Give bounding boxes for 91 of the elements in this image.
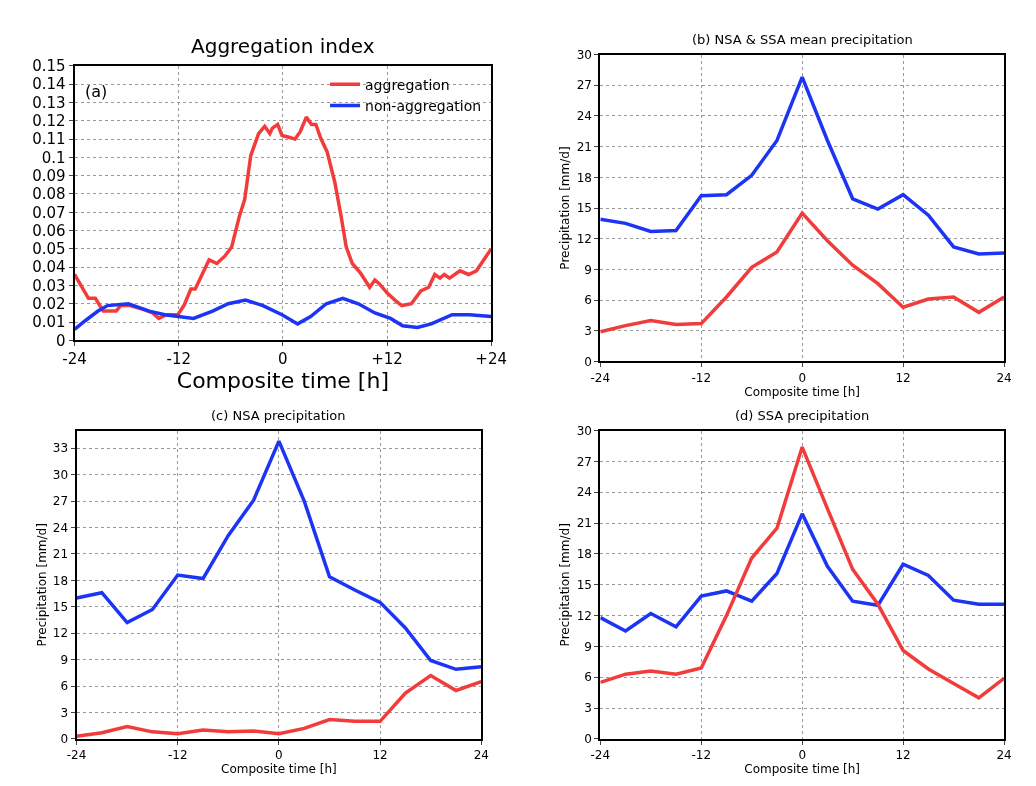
y-tick-label: 33 — [52, 441, 69, 456]
x-tick-label: 24 — [996, 370, 1012, 385]
x-tick-label: 0 — [798, 748, 807, 763]
line-series — [74, 115, 492, 321]
y-tick-label: 12 — [576, 231, 592, 246]
y-tick-label: 0.01 — [32, 313, 66, 332]
line-series — [76, 439, 482, 672]
y-tick-label: 9 — [60, 652, 69, 667]
x-tick-label: -12 — [691, 370, 712, 385]
y-tick-label: 30 — [576, 423, 592, 438]
y-tick-label: 0.14 — [32, 75, 66, 94]
legend-label: non-aggregation — [365, 97, 482, 114]
y-axis-title: Precipitation [mm/d] — [558, 146, 573, 270]
x-tick-label: -12 — [167, 748, 188, 763]
y-tick-label: 0.04 — [32, 258, 66, 277]
x-axis-title: Composite time [h] — [221, 762, 337, 777]
y-tick-label: 21 — [52, 547, 69, 562]
x-tick-label: -24 — [590, 370, 611, 385]
y-tick-label: 18 — [52, 573, 69, 588]
y-tick-label: 21 — [576, 139, 592, 154]
x-tick-label: 0 — [275, 748, 283, 763]
x-tick-label: 0 — [278, 350, 288, 369]
y-tick-label: 0.08 — [32, 185, 66, 204]
x-tick-label: 12 — [372, 748, 388, 763]
y-tick-label: 6 — [584, 293, 592, 308]
line-series — [600, 445, 1005, 700]
y-axis-title: Precipitation [mm/d] — [558, 523, 573, 647]
y-tick-label: 0 — [60, 732, 69, 747]
line-series — [600, 211, 1005, 334]
x-tick-label: 0 — [798, 370, 807, 385]
y-tick-label: 27 — [576, 78, 592, 93]
x-tick-label: +12 — [371, 350, 403, 369]
y-tick-label: 21 — [576, 516, 592, 531]
y-tick-label: 27 — [576, 454, 592, 469]
y-tick-label: 0.07 — [32, 203, 66, 222]
x-tick-label: +24 — [475, 350, 508, 369]
x-tick-label: 24 — [473, 748, 489, 763]
legend-label: aggregation — [365, 76, 450, 93]
chart-title: (c) NSA precipitation — [211, 408, 346, 423]
line-series — [600, 75, 1005, 256]
x-tick-label: -24 — [62, 350, 87, 369]
y-tick-label: 3 — [60, 705, 69, 720]
y-tick-label: 0.06 — [32, 221, 66, 240]
x-tick-label: 12 — [895, 370, 911, 385]
y-tick-label: 0 — [584, 732, 592, 747]
x-tick-label: -24 — [66, 748, 87, 763]
y-tick-label: 24 — [576, 485, 592, 500]
y-axis-title: Precipitation [mm/d] — [34, 523, 49, 647]
y-tick-label: 15 — [576, 201, 592, 216]
line-series — [74, 296, 492, 332]
y-tick-label: 24 — [576, 109, 592, 124]
y-tick-label: 0.1 — [41, 148, 66, 167]
y-tick-label: 0.15 — [32, 57, 66, 76]
y-tick-label: 30 — [52, 467, 69, 482]
line-series — [600, 512, 1005, 633]
x-tick-label: -12 — [166, 350, 191, 369]
x-tick-label: -12 — [691, 748, 712, 763]
y-tick-label: 0.13 — [32, 93, 66, 112]
annotation: (a) — [85, 82, 108, 101]
y-tick-label: 0.05 — [32, 240, 66, 259]
y-tick-label: 0 — [56, 331, 66, 350]
x-axis-title: Composite time [h] — [176, 368, 389, 394]
y-tick-label: 0.09 — [32, 166, 66, 185]
y-tick-label: 3 — [584, 323, 592, 338]
y-tick-label: 15 — [52, 599, 69, 614]
y-tick-label: 18 — [576, 170, 592, 185]
y-tick-label: 24 — [52, 520, 69, 535]
x-tick-label: -24 — [590, 748, 611, 763]
y-tick-label: 0.02 — [32, 295, 66, 314]
y-tick-label: 27 — [52, 494, 69, 509]
x-tick-label: 24 — [996, 748, 1012, 763]
y-tick-label: 6 — [60, 679, 69, 694]
x-axis-title: Composite time [h] — [744, 384, 861, 399]
y-tick-label: 0.03 — [32, 276, 66, 295]
y-tick-label: 6 — [584, 670, 592, 685]
chart-title: (b) NSA & SSA mean precipitation — [692, 32, 913, 47]
x-axis-title: Composite time [h] — [744, 762, 861, 777]
y-tick-label: 15 — [576, 577, 592, 592]
x-tick-label: 12 — [895, 748, 911, 763]
y-tick-label: 18 — [576, 547, 592, 562]
y-tick-label: 0.11 — [32, 130, 66, 149]
y-tick-label: 9 — [584, 639, 592, 654]
y-tick-label: 12 — [576, 608, 592, 623]
y-tick-label: 9 — [584, 262, 592, 277]
line-series — [76, 673, 482, 739]
chart-title: Aggregation index — [191, 34, 375, 58]
y-tick-label: 0.12 — [32, 112, 66, 131]
y-tick-label: 30 — [576, 47, 592, 62]
y-tick-label: 3 — [584, 701, 592, 716]
y-tick-label: 12 — [52, 626, 69, 641]
chart-title: (d) SSA precipitation — [735, 408, 870, 423]
